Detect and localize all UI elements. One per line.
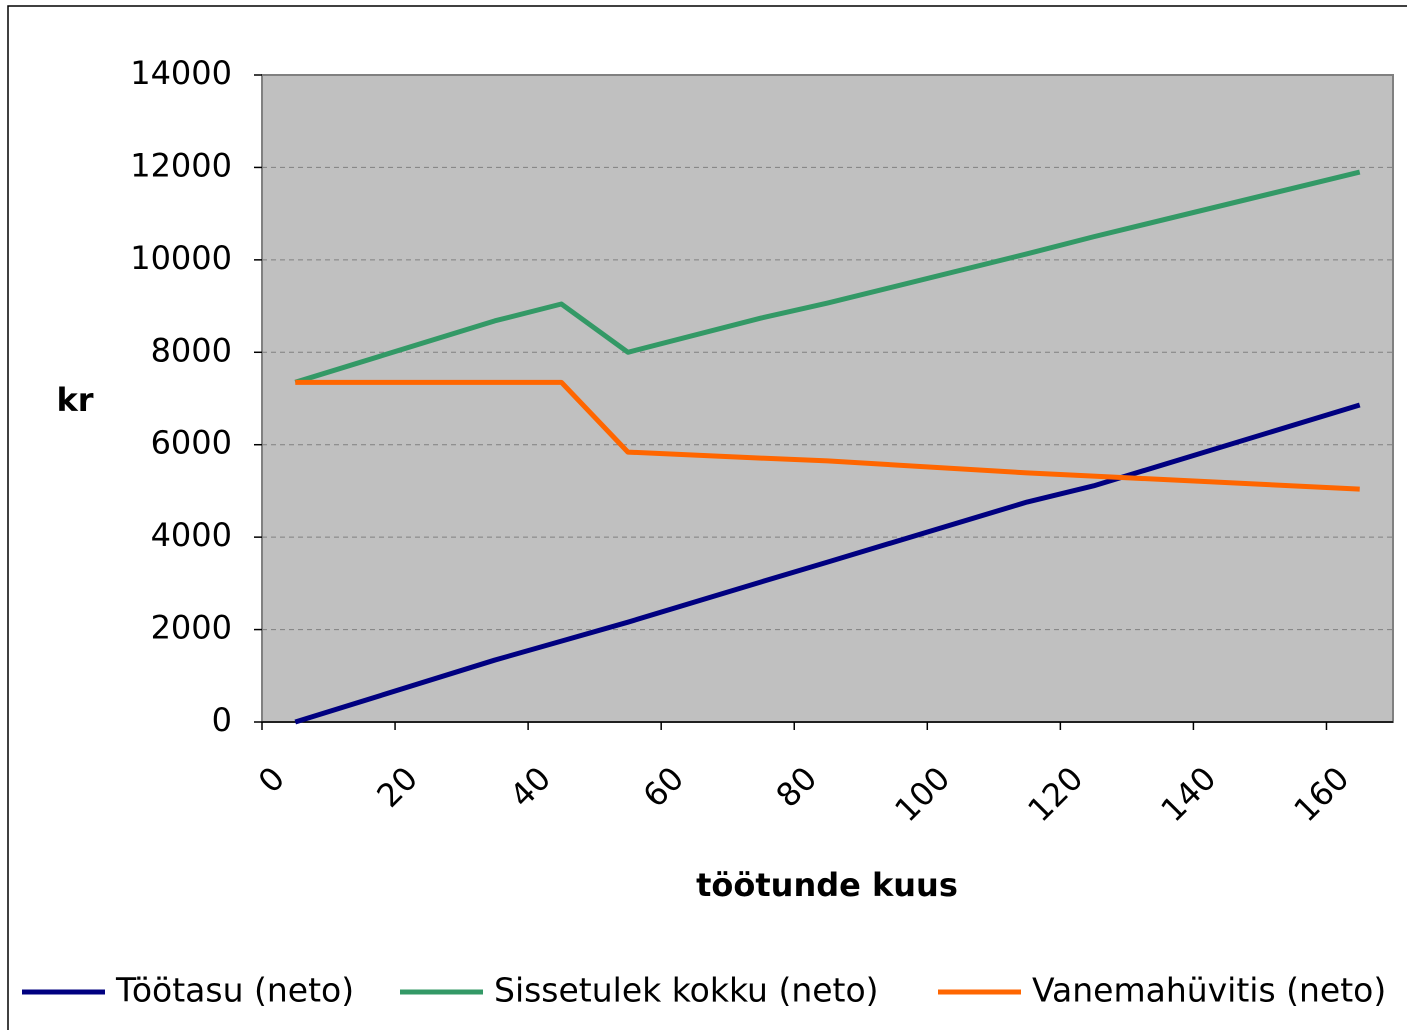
y-tick-label: 4000 <box>151 516 232 554</box>
y-tick-label: 10000 <box>130 239 232 277</box>
y-tick-label: 12000 <box>130 146 232 184</box>
y-tick-label: 14000 <box>130 54 232 92</box>
legend-label: Vanemahüvitis (neto) <box>1032 971 1386 1010</box>
y-axis-label: kr <box>56 381 93 419</box>
y-tick-label: 2000 <box>151 609 232 647</box>
series-line <box>295 379 1360 492</box>
x-axis-label: töötunde kuus <box>696 866 958 904</box>
series-line <box>294 169 1361 385</box>
y-tick-label: 0 <box>212 701 232 739</box>
legend-label: Töötasu (neto) <box>115 971 354 1010</box>
series-line <box>294 402 1361 725</box>
y-tick-label: 8000 <box>151 331 232 369</box>
plot-area <box>261 74 1394 723</box>
y-tick-label: 6000 <box>151 424 232 462</box>
legend-label: Sissetulek kokku (neto) <box>494 971 879 1010</box>
